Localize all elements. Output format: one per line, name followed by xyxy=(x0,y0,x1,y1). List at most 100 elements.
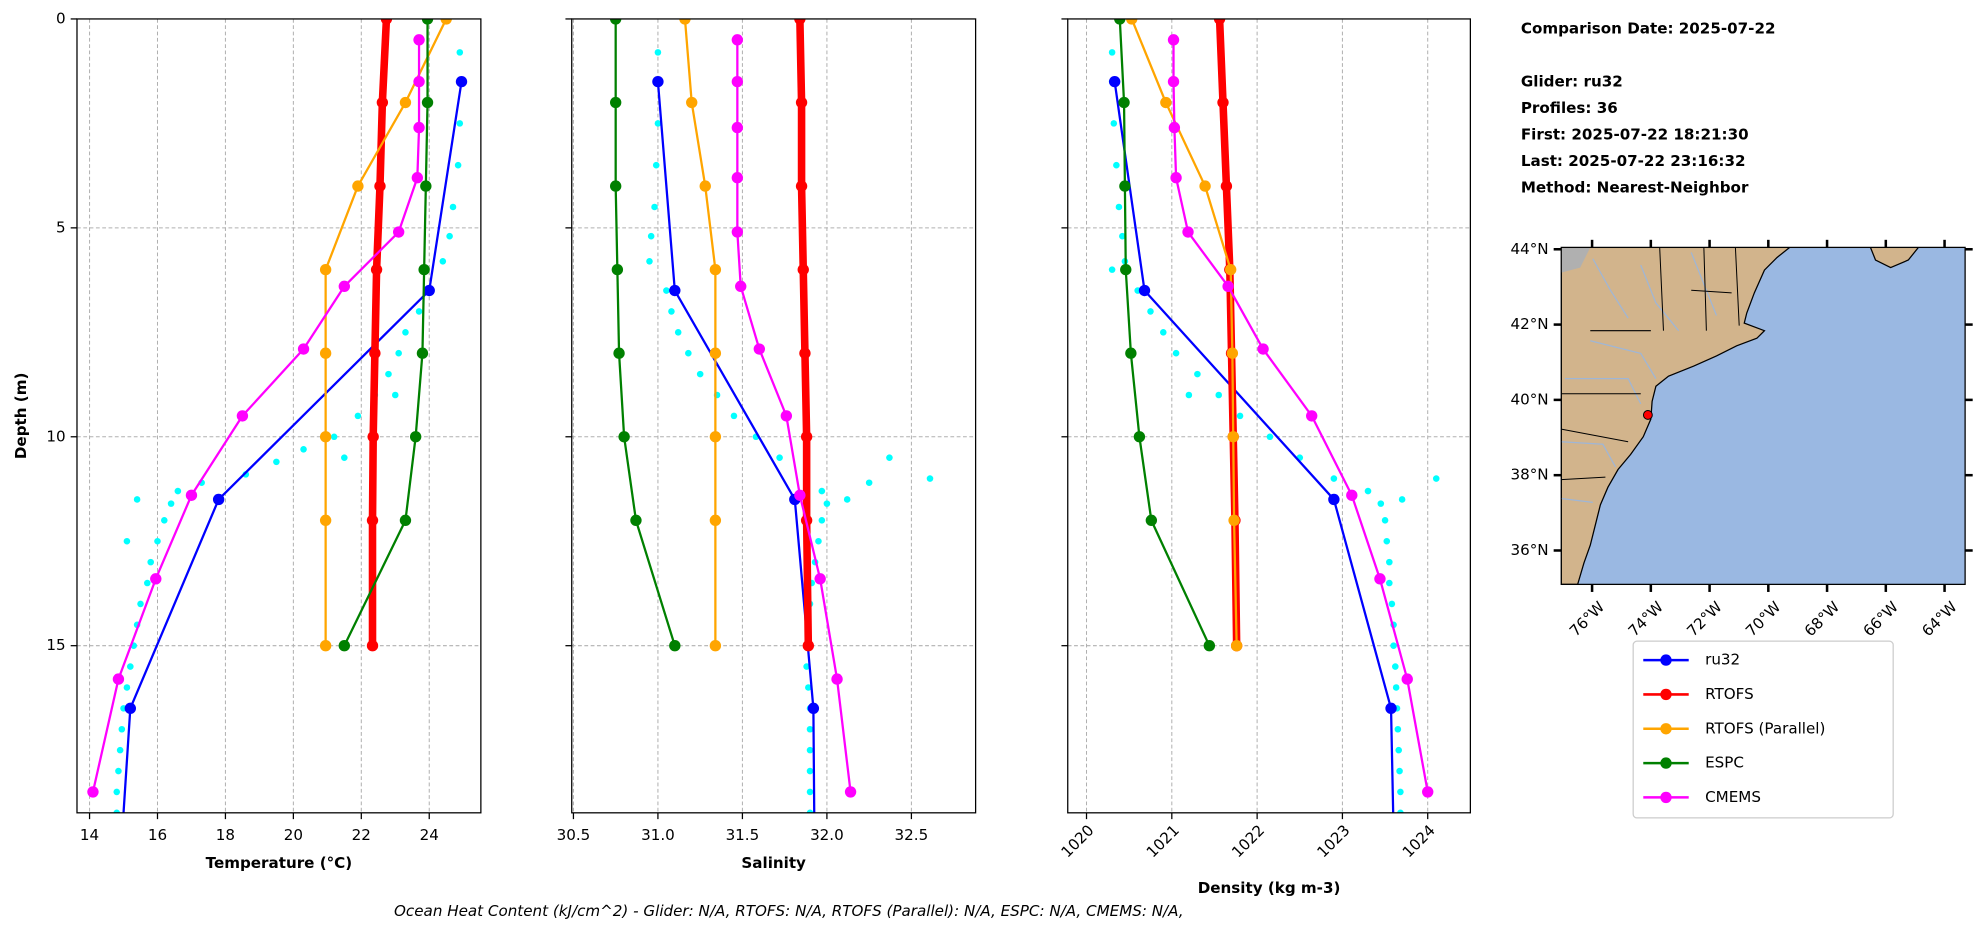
profile-marker xyxy=(1390,912,1401,923)
profile-line xyxy=(796,18,813,646)
y-tick-label: 0 xyxy=(56,9,66,27)
glider-point xyxy=(300,446,307,453)
glider-point xyxy=(806,809,814,813)
profile-line xyxy=(614,18,676,647)
profile-marker xyxy=(1213,18,1226,25)
profile-marker xyxy=(319,347,332,359)
x-tick-label: 1021 xyxy=(1143,821,1183,861)
profile-marker xyxy=(1374,573,1386,585)
info-line: Profiles: 36 xyxy=(1521,99,1618,117)
profile-marker xyxy=(1220,180,1233,192)
map-y-tick-label: 38°N xyxy=(1510,466,1548,484)
profile-marker xyxy=(609,180,622,192)
glider-point xyxy=(815,537,822,545)
info-line: First: 2025-07-22 18:21:30 xyxy=(1521,126,1749,144)
x-tick-label: 24 xyxy=(420,826,439,844)
glider-point xyxy=(651,203,658,211)
plot-area xyxy=(76,18,481,813)
plot-frame xyxy=(1067,18,1471,814)
profile-marker xyxy=(1108,75,1121,88)
glider-point xyxy=(144,579,151,587)
legend-label: ru32 xyxy=(1705,651,1740,669)
profile-marker xyxy=(185,489,198,501)
profile-marker xyxy=(367,431,379,443)
map-x-tick-label: 74°W xyxy=(1625,598,1667,640)
glider-point xyxy=(1397,809,1404,813)
glider-point xyxy=(385,370,392,378)
x-tick-label: 1022 xyxy=(1228,821,1268,861)
plot-area xyxy=(571,18,976,813)
x-tick-label: 18 xyxy=(216,826,235,844)
plot-frame xyxy=(76,18,482,814)
profile-marker xyxy=(1401,673,1413,685)
glider-point xyxy=(341,454,348,461)
profile-marker xyxy=(1133,431,1146,443)
glider-point xyxy=(330,433,338,441)
map-y-tick-label: 36°N xyxy=(1510,541,1548,559)
glider-point xyxy=(674,329,682,336)
profile-marker xyxy=(319,640,332,652)
profile-marker xyxy=(338,280,350,293)
profile-marker xyxy=(319,514,332,527)
plot-frame xyxy=(571,18,977,814)
profile-marker xyxy=(421,96,434,109)
profile-marker xyxy=(1145,514,1158,527)
y-tick-label: 15 xyxy=(46,636,65,654)
glider-point xyxy=(395,349,402,357)
profile-marker xyxy=(1138,284,1151,297)
profile-marker xyxy=(731,121,744,134)
glider-point xyxy=(1160,329,1167,336)
profile-marker xyxy=(392,226,405,238)
map-base xyxy=(1561,247,1966,585)
glider-point xyxy=(654,49,662,56)
profile-marker xyxy=(709,640,722,652)
x-tick-label: 32.5 xyxy=(895,826,929,844)
glider-point xyxy=(806,746,814,754)
glider-point xyxy=(1108,49,1116,56)
map-y-tick-label: 40°N xyxy=(1510,390,1548,408)
y-tick-label: 10 xyxy=(46,427,65,445)
glider-point xyxy=(1115,203,1123,211)
profile-marker xyxy=(731,34,744,46)
profile-marker xyxy=(1125,347,1137,359)
profile-marker xyxy=(124,702,136,715)
profile-marker xyxy=(1257,343,1269,355)
profile-marker xyxy=(753,343,765,355)
profile-marker xyxy=(618,431,630,443)
glider-point xyxy=(806,788,814,796)
profile-marker xyxy=(111,912,122,923)
profile-marker xyxy=(1422,786,1434,798)
x-tick-label: 20 xyxy=(284,826,303,844)
glider-point xyxy=(654,120,662,127)
map-frame xyxy=(1560,246,1966,586)
x-tick-label: 30.5 xyxy=(557,826,591,844)
glider-point xyxy=(449,203,457,211)
profile-marker xyxy=(440,18,452,25)
info-line: Glider: ru32 xyxy=(1521,73,1623,91)
glider-point xyxy=(1330,475,1338,482)
profile-marker xyxy=(1228,514,1240,527)
profile-marker xyxy=(413,121,425,134)
profile-marker xyxy=(380,18,393,25)
profile-marker xyxy=(1346,489,1358,501)
glider-point xyxy=(1113,161,1120,169)
info-line: Last: 2025-07-22 23:16:32 xyxy=(1521,152,1746,170)
profile-line xyxy=(1130,18,1238,646)
x-tick-label: 31.5 xyxy=(726,826,760,844)
glider-point xyxy=(1388,600,1396,608)
glider-point xyxy=(1108,266,1116,273)
profile-marker xyxy=(411,172,424,184)
profile-marker xyxy=(1224,263,1237,276)
profile-marker xyxy=(807,702,820,715)
profile-marker xyxy=(1126,18,1138,25)
glider-point xyxy=(1110,120,1118,127)
profile-line xyxy=(1172,39,1429,793)
profile-marker xyxy=(1306,410,1318,422)
glider-point xyxy=(1185,391,1193,399)
profile-marker xyxy=(1118,96,1130,109)
glider-point xyxy=(115,767,122,775)
glider-point xyxy=(147,558,154,566)
glider-point xyxy=(118,725,126,733)
profile-marker xyxy=(795,180,808,192)
x-tick-label: 16 xyxy=(148,826,167,844)
